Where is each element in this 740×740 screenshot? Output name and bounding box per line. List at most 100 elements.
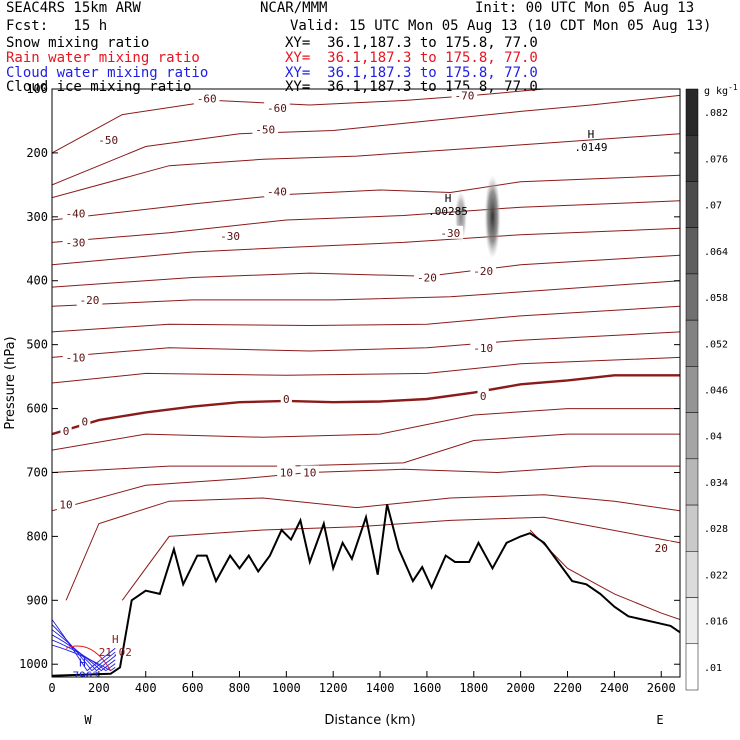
isotherm-line-9 <box>52 331 680 358</box>
contour-label-19: 10 <box>280 466 293 479</box>
contour-label-20: 10 <box>303 466 316 479</box>
field-name-cloud-ice: Cloud ice mixing ratio <box>6 79 192 95</box>
contour-label-22: 20 <box>655 542 668 555</box>
x-tick-label-10: 2000 <box>506 681 535 695</box>
contour-label-8: -30 <box>220 230 240 243</box>
colorbar-label-8: .034 <box>704 478 728 489</box>
west-label: W <box>84 713 92 727</box>
model-title: SEAC4RS 15km ARW <box>6 0 141 16</box>
extremum-value-1: .00285 <box>428 205 468 218</box>
y-tick-label-4: 600 <box>26 402 48 416</box>
center-label: NCAR/MMM <box>260 0 328 16</box>
isotherm-line-11 <box>52 408 680 451</box>
colorbar-label-11: .016 <box>704 617 728 628</box>
x-tick-label-3: 600 <box>182 681 204 695</box>
init-time: Init: 00 UTC Mon 05 Aug 13 <box>475 0 695 16</box>
contour-label-bg-15 <box>60 423 72 437</box>
colorbar-label-4: .058 <box>704 293 728 304</box>
isotherm-line-15 <box>121 516 680 601</box>
contour-layer: -70 -60 -60 -50 -50 -40 -40 -30 -30 -30 -20 -20 -20 -… <box>52 89 680 677</box>
snow-shading-core <box>484 174 501 259</box>
contour-label-16: 0 <box>81 415 88 428</box>
colorbar-band-2 <box>685 181 699 228</box>
isotherm-line-6 <box>52 254 680 288</box>
colorbar-label-6: .046 <box>704 386 728 397</box>
field-name-rain: Rain water mixing ratio <box>6 50 200 66</box>
plot-frame <box>51 88 681 678</box>
contour-label-9: -30 <box>440 227 460 240</box>
forecast-hour: Fcst: 15 h <box>6 18 108 34</box>
y-tick-label-8: 200 <box>26 146 48 160</box>
contour-label-10: -20 <box>80 294 100 307</box>
isotherm-line-1 <box>52 94 680 186</box>
contour-label-bg-17 <box>280 391 292 405</box>
plot-area: -70 -60 -60 -50 -50 -40 -40 -30 -30 -30 -20 -20 -20 -… <box>52 89 680 677</box>
x-tick-label-12: 2400 <box>600 681 629 695</box>
contour-label-bg-19 <box>277 465 296 479</box>
x-tick-label-13: 2600 <box>647 681 676 695</box>
y-tick-label-2: 800 <box>26 529 48 543</box>
cloud-water-contour-0 <box>52 619 116 672</box>
contour-label-bg-22 <box>652 540 671 554</box>
colorbar-band-8 <box>685 458 699 506</box>
y-tick-label-3: 700 <box>26 465 48 479</box>
contour-label-2: -60 <box>267 102 287 115</box>
extremum-mark-0: H <box>588 128 595 141</box>
contour-label-bg-6 <box>264 184 290 198</box>
terrain-line <box>52 504 680 677</box>
y-tick-label-1: 900 <box>26 593 48 607</box>
colorbar-label-3: .064 <box>704 247 728 258</box>
extremum-value-2: 21.02 <box>99 646 132 659</box>
contour-label-0: -70 <box>454 89 474 102</box>
extremum-value-0: .0149 <box>574 141 607 154</box>
isotherm-line-14 <box>65 494 680 601</box>
colorbar-label-0: .082 <box>704 108 728 119</box>
contour-label-3: -50 <box>98 134 118 147</box>
isotherm-line-lower <box>529 529 680 620</box>
contour-label-bg-0 <box>451 89 478 102</box>
y-tick-label-6: 400 <box>26 274 48 288</box>
colorbar-label-7: .04 <box>704 432 722 443</box>
x-tick-label-4: 800 <box>229 681 251 695</box>
colorbar-band-3 <box>685 227 699 275</box>
east-label: E <box>656 713 663 727</box>
contour-label-bg-7 <box>62 235 89 249</box>
colorbar-band-7 <box>685 412 699 460</box>
rain-contour <box>65 645 112 671</box>
colorbar-band-0 <box>685 88 699 136</box>
y-axis-title: Pressure (hPa) <box>3 336 18 429</box>
freezing-level-line <box>52 374 680 436</box>
contour-label-14: -10 <box>473 342 493 355</box>
isotherm-line-5 <box>52 227 680 266</box>
contour-label-bg-9 <box>437 225 464 239</box>
extremum-mark-1: H <box>445 192 452 205</box>
field-xy-cloud-ice: XY= 36.1,187.3 to 175.8, 77.0 <box>285 79 538 95</box>
y-tick-label-7: 300 <box>26 210 48 224</box>
contour-label-bg-1 <box>193 91 220 105</box>
contour-label-bg-4 <box>252 122 279 136</box>
contour-label-4: -50 <box>255 123 275 136</box>
contour-label-11: -20 <box>417 272 437 285</box>
x-tick-label-2: 400 <box>135 681 157 695</box>
field-name-snow: Snow mixing ratio <box>6 35 150 51</box>
x-tick-label-1: 200 <box>88 681 110 695</box>
x-tick-label-11: 2200 <box>553 681 582 695</box>
contour-label-7: -30 <box>65 236 85 249</box>
y-tick-label-0: 1000 <box>19 657 48 671</box>
contour-label-bg-21 <box>56 497 76 511</box>
valid-time: Valid: 15 UTC Mon 05 Aug 13 (10 CDT Mon … <box>290 18 712 34</box>
contour-label-6: -40 <box>267 185 287 198</box>
field-xy-snow: XY= 36.1,187.3 to 175.8, 77.0 <box>285 35 538 51</box>
colorbar-unit: g kg-1 <box>704 83 738 97</box>
x-axis-title: Distance (km) <box>324 713 415 728</box>
contour-label-bg-2 <box>264 101 290 115</box>
cloud-water-contour-4 <box>52 639 116 672</box>
contour-label-bg-20 <box>300 465 319 479</box>
contour-label-13: -10 <box>65 351 85 364</box>
x-tick-label-6: 1200 <box>319 681 348 695</box>
colorbar-band-12 <box>685 643 699 691</box>
isotherm-line-0 <box>52 89 680 154</box>
colorbar-band-5 <box>685 319 699 367</box>
